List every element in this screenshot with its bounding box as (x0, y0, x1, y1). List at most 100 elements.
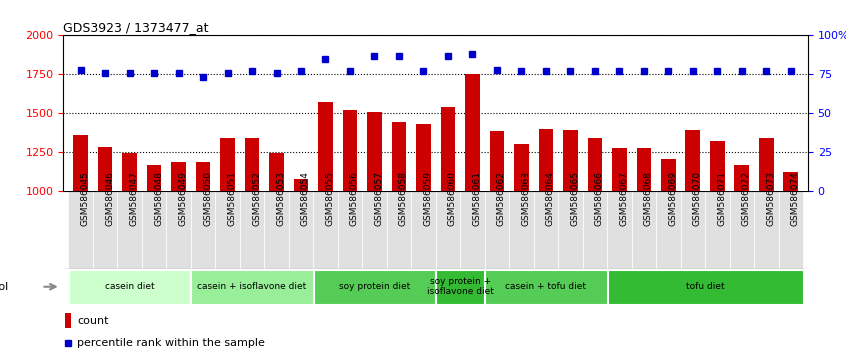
Bar (313, 191, 338, 269)
Text: soy protein +
isoflavone diet: soy protein + isoflavone diet (426, 277, 493, 296)
Bar (294, 179, 308, 347)
Text: casein + tofu diet: casein + tofu diet (505, 282, 586, 291)
Bar (490, 131, 504, 347)
Bar (318, 102, 332, 347)
Text: soy protein diet: soy protein diet (339, 282, 410, 291)
Bar (734, 165, 750, 347)
Text: protocol: protocol (0, 282, 8, 292)
Text: GSM586047: GSM586047 (129, 171, 139, 227)
Bar (759, 138, 773, 347)
Bar (783, 172, 798, 347)
Bar (362, 191, 387, 269)
Bar (118, 191, 142, 269)
Text: GSM586045: GSM586045 (80, 171, 90, 227)
Text: GSM586074: GSM586074 (791, 171, 799, 227)
Bar (436, 191, 460, 269)
Text: GSM586070: GSM586070 (693, 171, 702, 227)
Bar (558, 191, 583, 269)
Text: GSM586062: GSM586062 (497, 171, 506, 227)
Bar (220, 138, 235, 347)
Bar (539, 129, 553, 347)
Text: GSM586065: GSM586065 (570, 171, 580, 227)
Bar (195, 162, 211, 347)
Bar (146, 165, 162, 347)
Bar (191, 191, 215, 269)
Text: GSM586066: GSM586066 (595, 171, 604, 227)
Bar (392, 122, 406, 347)
Text: tofu diet: tofu diet (686, 282, 724, 291)
Bar (710, 141, 725, 347)
Bar (685, 130, 700, 347)
Bar (387, 191, 411, 269)
Bar (661, 159, 676, 347)
Text: GSM586057: GSM586057 (375, 171, 383, 227)
Text: casein diet: casein diet (105, 282, 154, 291)
Bar (98, 147, 113, 347)
Text: GSM586071: GSM586071 (717, 171, 727, 227)
Text: GSM586058: GSM586058 (399, 171, 408, 227)
Bar (632, 191, 656, 269)
Bar (239, 191, 264, 269)
Text: GSM586072: GSM586072 (742, 171, 750, 227)
Text: GSM586054: GSM586054 (301, 171, 310, 227)
Text: GSM586063: GSM586063 (521, 171, 530, 227)
Bar (264, 191, 288, 269)
Bar (563, 130, 578, 347)
Text: GSM586053: GSM586053 (277, 171, 285, 227)
Bar (778, 191, 803, 269)
Text: GSM586050: GSM586050 (203, 171, 212, 227)
Bar (583, 191, 607, 269)
Bar (171, 161, 186, 347)
Bar (705, 191, 729, 269)
Text: count: count (77, 316, 108, 326)
Text: GSM586046: GSM586046 (105, 171, 114, 227)
Bar (607, 270, 803, 304)
Text: GSM586067: GSM586067 (619, 171, 629, 227)
Text: GSM586049: GSM586049 (179, 171, 188, 227)
Text: GSM586068: GSM586068 (644, 171, 653, 227)
Bar (411, 191, 436, 269)
Bar (680, 191, 705, 269)
Bar (607, 191, 632, 269)
Bar (636, 148, 651, 347)
Text: GSM586061: GSM586061 (472, 171, 481, 227)
Bar (122, 153, 137, 347)
Bar (441, 107, 455, 347)
Bar (729, 191, 754, 269)
Bar (93, 191, 118, 269)
Bar (612, 148, 627, 347)
Text: GSM586048: GSM586048 (154, 171, 163, 227)
Text: GSM586060: GSM586060 (448, 171, 457, 227)
Bar (215, 191, 239, 269)
Bar (314, 270, 435, 304)
Bar (167, 191, 191, 269)
Bar (142, 191, 167, 269)
Bar (343, 110, 357, 347)
Bar (485, 270, 607, 304)
Bar (460, 191, 485, 269)
Text: GDS3923 / 1373477_at: GDS3923 / 1373477_at (63, 21, 209, 34)
Text: GSM586055: GSM586055 (326, 171, 334, 227)
Text: GSM586064: GSM586064 (546, 171, 555, 227)
Bar (754, 191, 778, 269)
Text: GSM586052: GSM586052 (252, 171, 261, 227)
Bar (69, 270, 190, 304)
Text: GSM586056: GSM586056 (350, 171, 359, 227)
Text: casein + isoflavone diet: casein + isoflavone diet (197, 282, 306, 291)
Bar (244, 138, 260, 347)
Bar (437, 270, 484, 304)
Bar (65, 313, 71, 328)
Bar (69, 191, 93, 269)
Text: GSM586069: GSM586069 (668, 171, 678, 227)
Bar (465, 74, 480, 347)
Bar (416, 124, 431, 347)
Text: percentile rank within the sample: percentile rank within the sample (77, 338, 265, 348)
Bar (485, 191, 509, 269)
Text: GSM586073: GSM586073 (766, 171, 775, 227)
Bar (367, 112, 382, 347)
Bar (191, 270, 313, 304)
Bar (514, 144, 529, 347)
Bar (288, 191, 313, 269)
Text: GSM586051: GSM586051 (228, 171, 237, 227)
Bar (534, 191, 558, 269)
